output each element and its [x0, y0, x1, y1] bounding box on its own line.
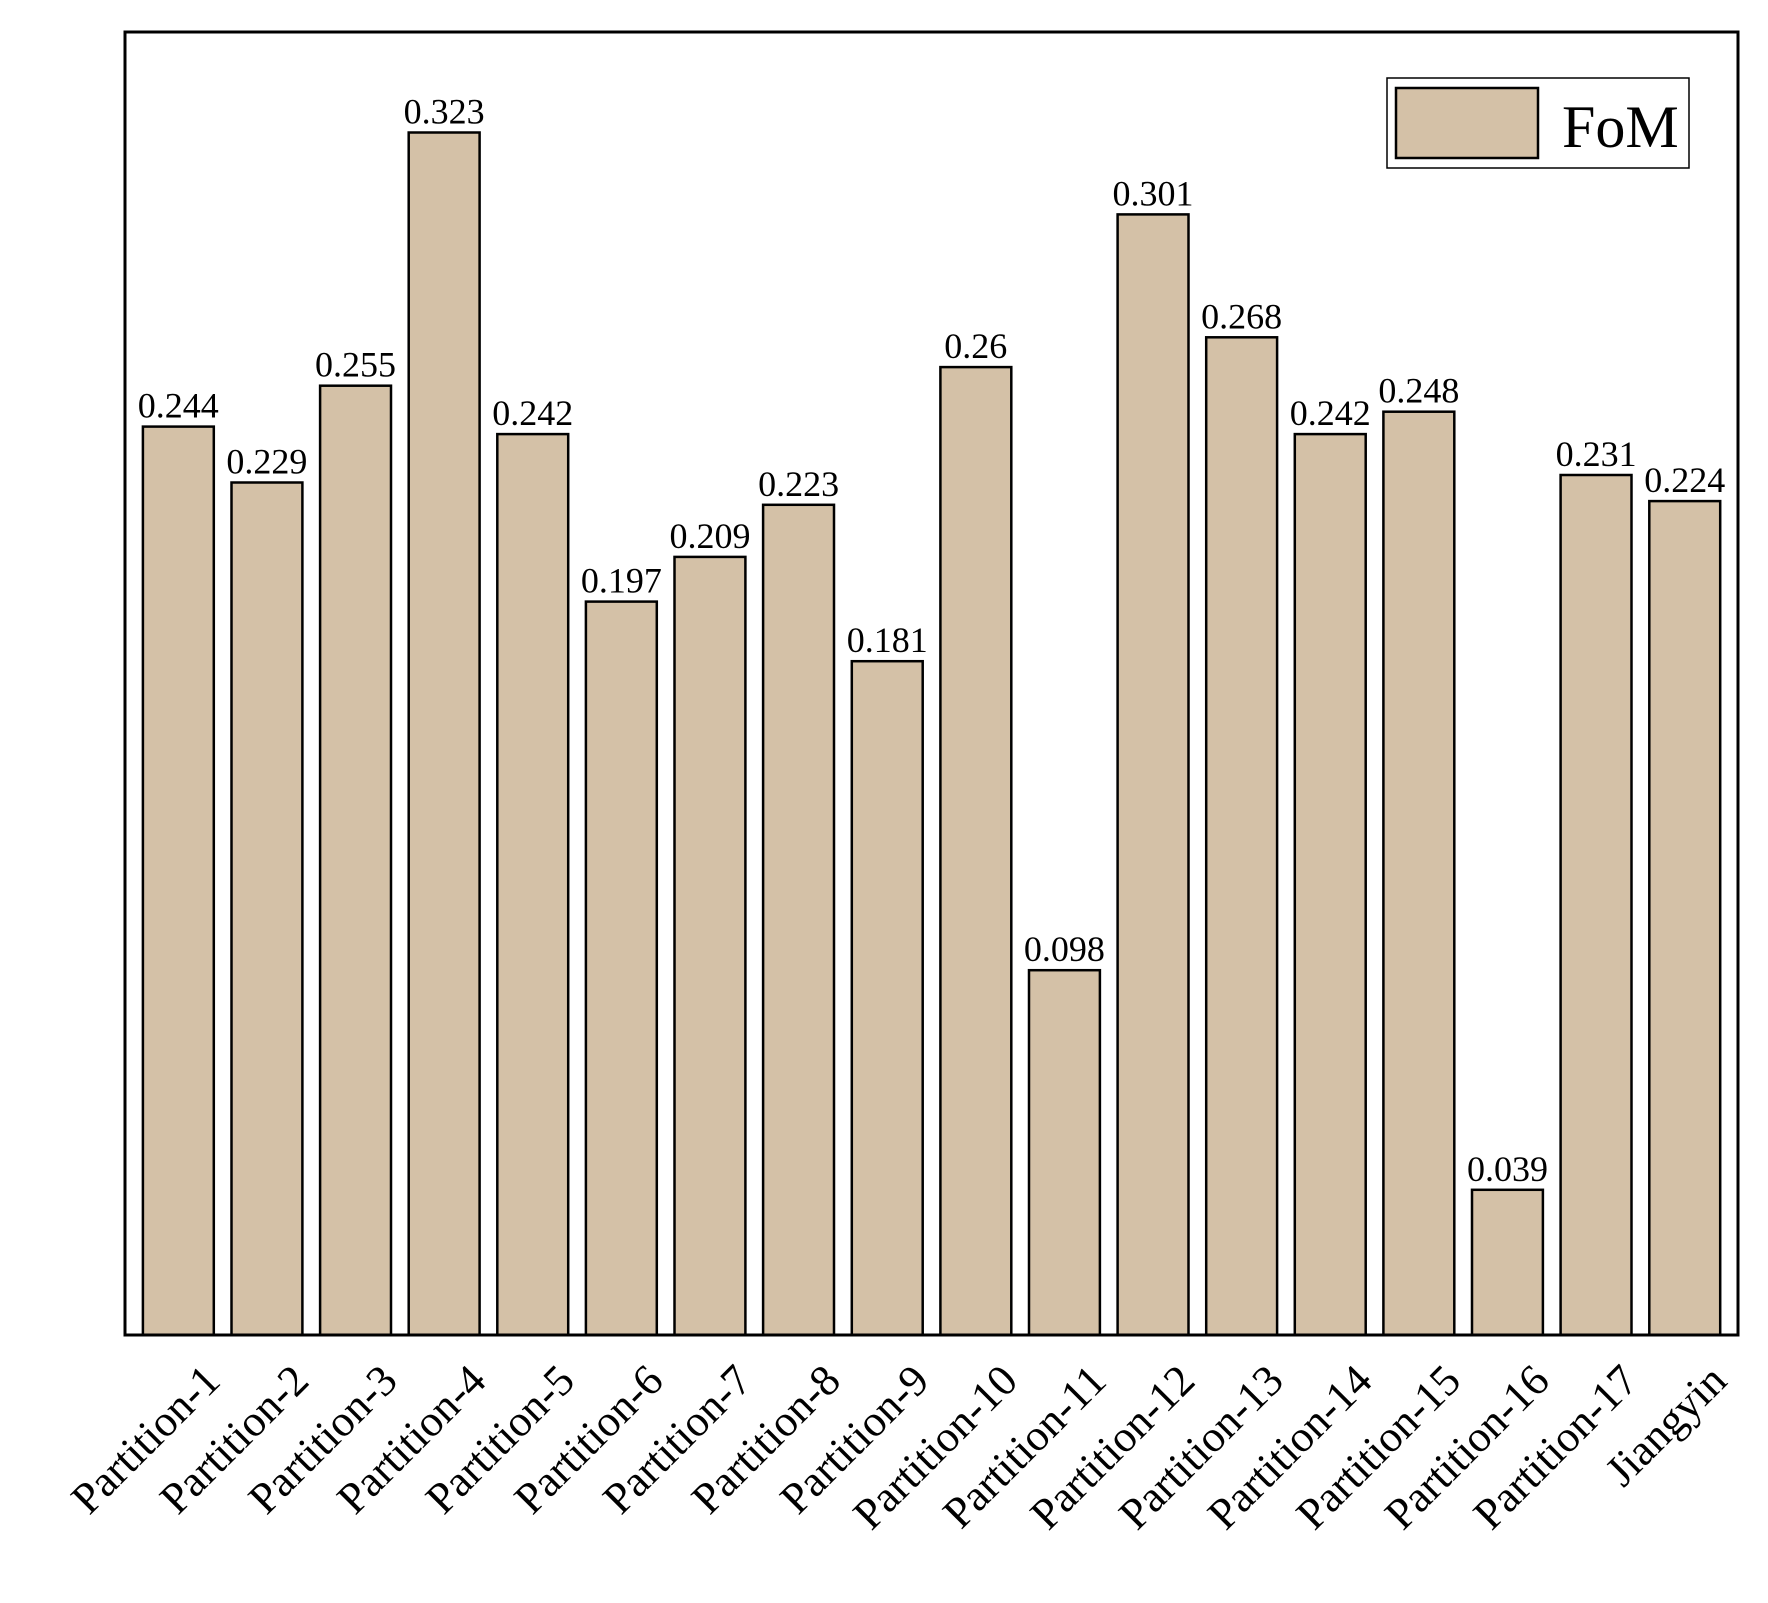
bar-partition-13	[1204, 336, 1279, 1337]
legend: FoM	[1386, 77, 1690, 169]
value-label-partition-5: 0.242	[492, 393, 573, 433]
plot-frame	[123, 30, 1740, 1337]
bar-jiangyin	[1648, 499, 1722, 1337]
value-label-partition-11: 0.098	[1024, 929, 1105, 969]
value-label-partition-1: 0.244	[138, 386, 219, 426]
bar-partition-8	[761, 503, 836, 1337]
bar-partition-3	[318, 384, 393, 1337]
bar-partition-10	[939, 365, 1013, 1337]
x-tick-labels-layer: Partition-1Partition-2Partition-3Partiti…	[62, 1355, 1736, 1538]
bar-partition-9	[850, 659, 924, 1337]
legend-swatch	[1394, 86, 1540, 160]
value-label-partition-12: 0.301	[1113, 173, 1194, 213]
bar-partition-7	[673, 555, 747, 1337]
bar-partition-15	[1382, 410, 1456, 1337]
value-label-partition-10: 0.26	[944, 326, 1007, 366]
value-label-partition-9: 0.181	[847, 620, 928, 660]
value-label-partition-17: 0.231	[1556, 434, 1637, 474]
value-label-partition-14: 0.242	[1290, 393, 1371, 433]
bar-partition-11	[1027, 968, 1102, 1337]
value-label-partition-4: 0.323	[404, 92, 485, 132]
bars-layer	[141, 131, 1722, 1337]
value-label-partition-8: 0.223	[758, 464, 839, 504]
value-label-partition-15: 0.248	[1378, 371, 1459, 411]
bar-partition-4	[407, 131, 481, 1337]
bar-partition-6	[584, 600, 659, 1337]
bar-partition-16	[1470, 1188, 1545, 1337]
bar-partition-14	[1293, 432, 1367, 1337]
value-label-partition-13: 0.268	[1201, 296, 1282, 336]
value-label-partition-6: 0.197	[581, 561, 662, 601]
bar-partition-12	[1116, 213, 1190, 1337]
legend-label: FoM	[1562, 94, 1679, 160]
value-label-partition-2: 0.229	[226, 442, 307, 482]
value-label-partition-7: 0.209	[670, 516, 751, 556]
bar-partition-1	[141, 425, 216, 1337]
bar-partition-2	[230, 481, 304, 1337]
value-label-partition-16: 0.039	[1467, 1149, 1548, 1189]
bar-partition-5	[496, 432, 570, 1337]
value-label-partition-3: 0.255	[315, 345, 396, 385]
bar-partition-17	[1559, 473, 1633, 1337]
value-label-jiangyin: 0.224	[1644, 460, 1725, 500]
